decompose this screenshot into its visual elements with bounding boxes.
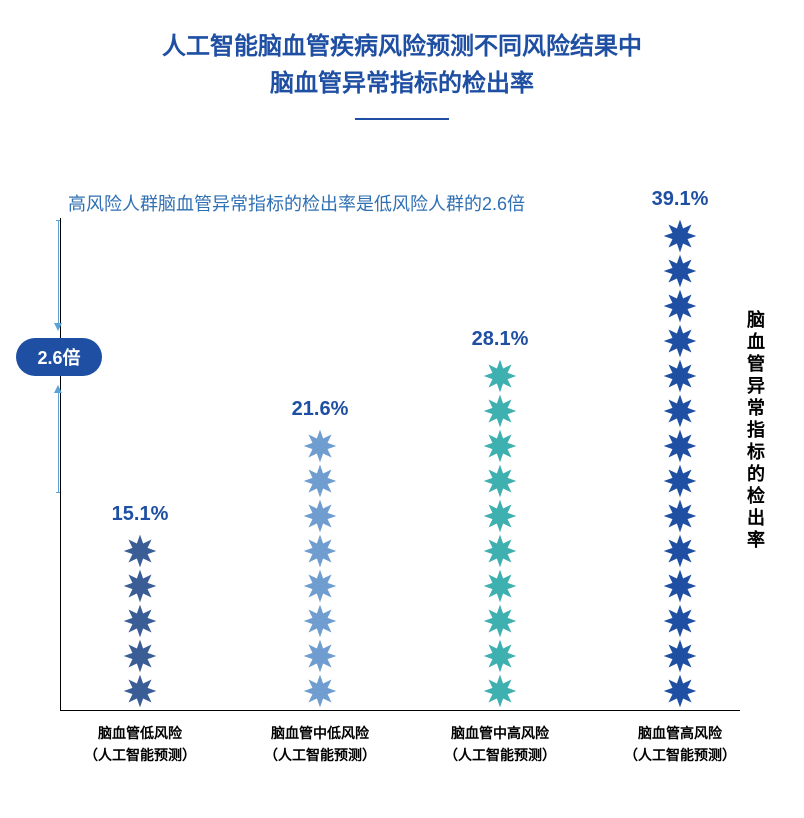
star-icon (663, 499, 697, 533)
star-icon (123, 674, 157, 708)
bar-category-label: 脑血管低风险（人工智能预测） (55, 722, 225, 767)
chart-subtitle: 高风险人群脑血管异常指标的检出率是低风险人群的2.6倍 (68, 190, 525, 216)
star-icon (123, 604, 157, 638)
bar-column (663, 219, 697, 708)
star-icon (663, 254, 697, 288)
star-icon (483, 394, 517, 428)
star-icon (663, 324, 697, 358)
star-icon (303, 499, 337, 533)
callout-tick (56, 492, 60, 493)
star-icon (483, 499, 517, 533)
bar-value-label: 39.1% (620, 188, 740, 211)
star-icon (663, 219, 697, 253)
bar-value-label: 28.1% (440, 328, 560, 351)
star-icon (663, 639, 697, 673)
callout-arrow-head (54, 323, 62, 331)
star-icon (303, 429, 337, 463)
star-icon (663, 289, 697, 323)
star-icon (303, 639, 337, 673)
bar-category-label-line2: （人工智能预测） (55, 744, 225, 766)
bar-column (303, 429, 337, 708)
bar-value-label: 15.1% (80, 503, 200, 526)
star-icon (663, 394, 697, 428)
bar-category-label-line2: （人工智能预测） (235, 744, 405, 766)
star-icon (123, 639, 157, 673)
bar-category-label-line1: 脑血管中低风险 (235, 722, 405, 744)
bar-category-label: 脑血管高风险（人工智能预测） (595, 722, 765, 767)
callout-arrow-line (58, 392, 59, 492)
callout-arrow-head (54, 385, 62, 393)
star-icon (303, 674, 337, 708)
bar-value-label: 21.6% (260, 398, 380, 421)
star-icon (663, 534, 697, 568)
star-icon (483, 639, 517, 673)
title-divider (355, 118, 449, 120)
star-icon (483, 464, 517, 498)
chart-title: 人工智能脑血管疾病风险预测不同风险结果中脑血管异常指标的检出率 (0, 28, 804, 102)
x-axis (60, 710, 740, 711)
star-icon (303, 464, 337, 498)
star-icon (483, 534, 517, 568)
star-icon (123, 569, 157, 603)
chart-title-line1: 人工智能脑血管疾病风险预测不同风险结果中 (0, 28, 804, 65)
y-axis-label: 脑血管异常指标的检出率 (746, 310, 764, 552)
bar-column (483, 359, 517, 708)
star-icon (663, 569, 697, 603)
bar-category-label: 脑血管中高风险（人工智能预测） (415, 722, 585, 767)
star-icon (483, 359, 517, 393)
bar-category-label-line1: 脑血管高风险 (595, 722, 765, 744)
y-axis (60, 218, 61, 710)
star-icon (483, 569, 517, 603)
star-icon (663, 674, 697, 708)
chart-title-line2: 脑血管异常指标的检出率 (0, 65, 804, 102)
bar-category-label-line1: 脑血管低风险 (55, 722, 225, 744)
star-icon (123, 534, 157, 568)
multiplier-badge: 2.6倍 (16, 338, 102, 376)
star-icon (303, 604, 337, 638)
star-icon (303, 569, 337, 603)
bar-category-label-line1: 脑血管中高风险 (415, 722, 585, 744)
bar-category-label-line2: （人工智能预测） (415, 744, 585, 766)
star-icon (483, 429, 517, 463)
bar-category-label-line2: （人工智能预测） (595, 744, 765, 766)
star-icon (663, 359, 697, 393)
star-icon (303, 534, 337, 568)
star-icon (663, 604, 697, 638)
star-icon (483, 604, 517, 638)
bar-column (123, 534, 157, 708)
star-icon (663, 429, 697, 463)
star-icon (663, 464, 697, 498)
callout-arrow-line (58, 220, 59, 324)
star-icon (483, 674, 517, 708)
bar-category-label: 脑血管中低风险（人工智能预测） (235, 722, 405, 767)
